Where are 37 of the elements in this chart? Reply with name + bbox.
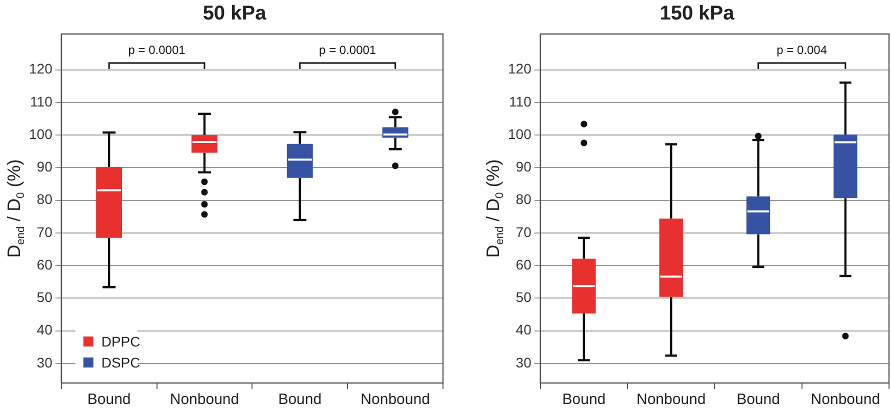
y-tick-label: 60 [36, 256, 53, 272]
chart-title: 150 kPa [660, 2, 736, 25]
legend-label: DPPC [101, 333, 140, 350]
x-tick-label: Bound [278, 391, 322, 408]
annotation: p = 0.0001 [128, 43, 186, 57]
legend-label: DSPC [101, 354, 140, 370]
x-tick-label: Nonbound [360, 391, 430, 408]
x-tick-label: Bound [562, 391, 606, 408]
x-tick-label: Bound [87, 391, 131, 408]
x-tick-label: Bound [736, 391, 780, 408]
chart-title: 50 kPa [202, 2, 268, 25]
y-tick-label: 40 [36, 322, 53, 338]
annotation: p = 0.004 [776, 43, 828, 57]
y-tick-label: 60 [516, 256, 532, 272]
y-tick-label: 120 [29, 60, 53, 77]
y-tick-label: 50 [516, 289, 532, 306]
y-tick-label: 100 [29, 126, 53, 142]
y-tick-label: 50 [36, 289, 53, 306]
x-tick-label: Nonbound [810, 391, 880, 408]
y-tick-label: 30 [36, 354, 53, 370]
y-tick-label: 90 [36, 158, 53, 175]
y-tick-label: 70 [516, 224, 532, 240]
y-tick-label: 120 [508, 60, 532, 77]
y-tick-label: 100 [508, 126, 532, 142]
y-tick-label: 80 [36, 191, 53, 208]
x-tick-label: Nonbound [170, 391, 240, 408]
y-axis-title: Dend / D0 (%) [483, 159, 506, 258]
y-tick-label: 40 [516, 322, 532, 338]
y-tick-label: 90 [516, 158, 532, 175]
y-tick-label: 110 [509, 93, 532, 110]
x-tick-label: Nonbound [636, 391, 706, 408]
annotation: p = 0.0001 [319, 43, 376, 57]
y-tick-label: 30 [516, 354, 532, 370]
y-tick-label: 70 [36, 224, 53, 240]
y-axis-title: Dend / D0 (%) [4, 159, 27, 258]
y-tick-label: 110 [30, 93, 53, 110]
y-tick-label: 80 [516, 191, 532, 208]
